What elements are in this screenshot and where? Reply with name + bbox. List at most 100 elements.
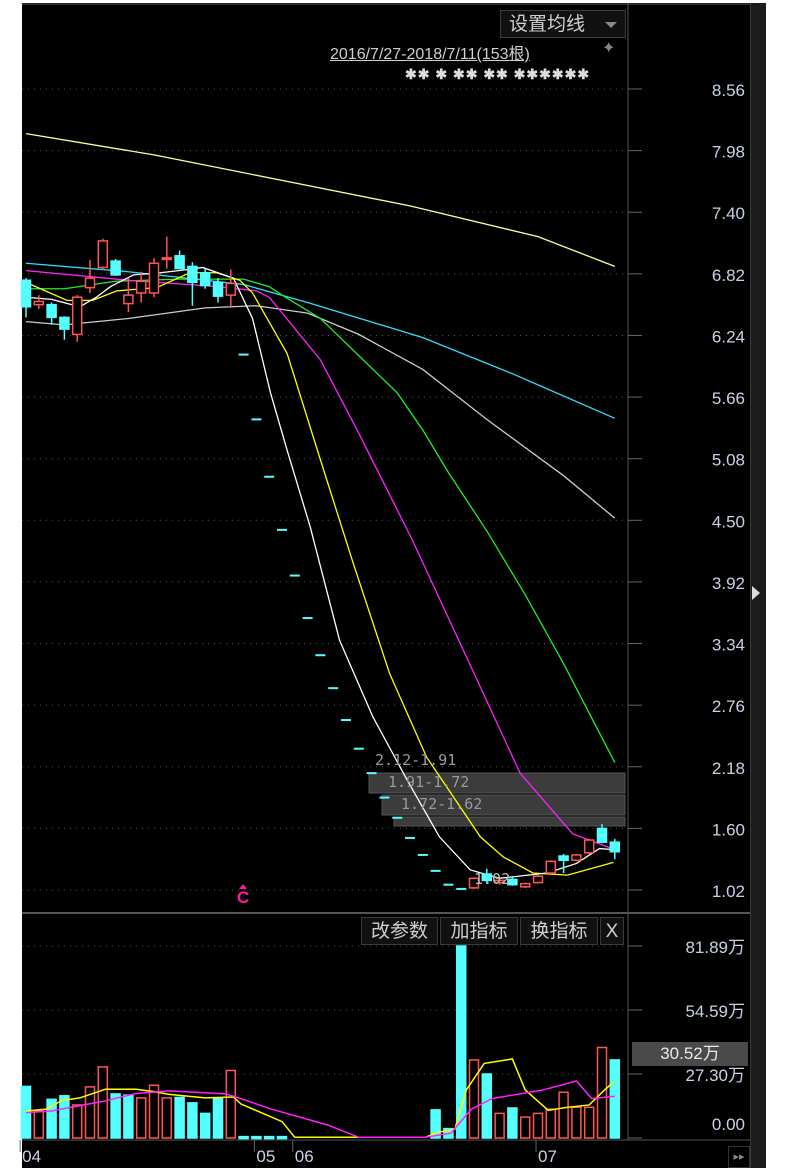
price-tick-label: 6.24 — [712, 327, 745, 346]
price-ma-line — [25, 132, 616, 268]
date-range-link[interactable]: 2016/7/27-2018/7/11(153根) — [330, 46, 530, 63]
candle — [583, 839, 595, 854]
price-ma-line — [25, 270, 616, 851]
switch-indicator-button[interactable]: 换指标 — [520, 917, 598, 945]
candle-body — [558, 855, 569, 862]
price-tick-label: 1.60 — [712, 820, 745, 839]
price-tick-label: 2.18 — [712, 759, 745, 778]
chip-range-label: 1.72-1.62 — [401, 795, 483, 813]
volume-bar — [481, 1073, 493, 1139]
low-price-label: 1.02 — [474, 870, 511, 888]
price-ma-line — [25, 262, 616, 419]
volume-bar — [583, 1106, 595, 1139]
volume-bar — [33, 1110, 45, 1139]
date-tick-label: 05 — [256, 1147, 275, 1166]
edit-params-button[interactable]: 改参数 — [361, 917, 438, 945]
scroll-right-button[interactable]: ▸▸ — [728, 1146, 750, 1168]
volume-tick-label: 54.59万 — [685, 1002, 745, 1021]
candle-body — [225, 282, 237, 296]
side-scrollbar[interactable] — [750, 3, 766, 1168]
volume-bar — [199, 1112, 211, 1139]
volume-bar — [468, 1059, 480, 1139]
candle-body — [97, 240, 109, 269]
volume-bar — [571, 1106, 582, 1139]
pin-icon[interactable]: ✦ — [602, 40, 616, 57]
price-ma-line — [25, 272, 614, 876]
date-tick-label: 04 — [22, 1147, 41, 1166]
price-tick-label: 3.92 — [712, 574, 745, 593]
volume-bar — [84, 1086, 96, 1139]
event-markers[interactable]: ✱✱ ✱ ✱✱ ✱✱ ✱✱✱✱✱✱ — [405, 66, 591, 82]
chip-distribution-bar — [393, 816, 626, 827]
candle — [59, 316, 70, 340]
volume-bar — [238, 1135, 249, 1140]
candle — [187, 262, 198, 306]
candle-body — [161, 257, 173, 261]
candle-body — [507, 878, 518, 886]
candle — [481, 868, 493, 884]
volume-tick-label: 27.30万 — [685, 1066, 745, 1085]
volume-bar — [263, 1135, 275, 1140]
ma-setting-dropdown[interactable]: 设置均线 — [500, 10, 626, 38]
price-tick-label: 7.40 — [712, 204, 745, 223]
price-tick-label: 4.50 — [712, 512, 745, 531]
candle-body — [174, 255, 185, 270]
volume-bar — [212, 1097, 224, 1139]
price-ma-line — [25, 305, 616, 519]
candle-body — [494, 879, 505, 884]
candle-body — [33, 300, 45, 306]
volume-bar — [187, 1102, 198, 1139]
volume-bar — [430, 1109, 441, 1139]
candle-body — [571, 854, 582, 862]
volume-tick-label: 81.89万 — [685, 938, 745, 957]
volume-ma-line — [25, 1058, 616, 1139]
candle-body — [212, 281, 224, 297]
volume-bar — [110, 1093, 121, 1139]
candle — [468, 877, 480, 889]
volume-bar — [507, 1107, 518, 1139]
volume-bar — [251, 1135, 262, 1140]
candle — [545, 860, 557, 875]
candle-body — [123, 294, 134, 305]
candle — [123, 278, 134, 313]
volume-bar — [71, 1104, 83, 1139]
candle — [212, 278, 224, 303]
volume-bar — [135, 1097, 147, 1139]
candle — [519, 882, 531, 888]
volume-bar — [59, 1095, 70, 1139]
candle — [174, 250, 185, 270]
close-indicator-button[interactable]: X — [600, 917, 624, 945]
candle — [71, 295, 83, 342]
candle-body — [481, 873, 493, 882]
candle — [558, 853, 569, 874]
price-tick-label: 1.02 — [712, 882, 745, 901]
chip-range-label: 1.91-1.72 — [388, 773, 470, 791]
candle — [110, 258, 121, 276]
candle — [596, 824, 608, 844]
candle-body — [148, 262, 160, 294]
candle — [20, 278, 32, 318]
triangle-up-icon — [239, 884, 247, 889]
signal-marker[interactable]: C — [237, 888, 250, 907]
expand-panel-arrow-icon[interactable] — [752, 586, 760, 600]
price-tick-label: 2.76 — [712, 697, 745, 716]
candle-body — [59, 316, 70, 330]
volume-tick-label: 0.00 — [712, 1115, 745, 1134]
candle — [161, 236, 173, 269]
chevron-down-icon — [605, 22, 617, 28]
candle-body — [84, 277, 96, 289]
candle-body — [199, 272, 211, 287]
volume-ma-line — [25, 1080, 615, 1139]
candle — [84, 260, 96, 293]
candle — [507, 877, 518, 886]
candle — [46, 302, 57, 325]
volume-bar — [174, 1096, 185, 1139]
add-indicator-button[interactable]: 加指标 — [440, 917, 518, 945]
candle — [199, 268, 211, 289]
volume-bar — [519, 1116, 531, 1139]
candle — [494, 878, 505, 885]
candle-body — [532, 875, 544, 884]
candle — [609, 839, 621, 860]
candle-body — [20, 279, 32, 308]
